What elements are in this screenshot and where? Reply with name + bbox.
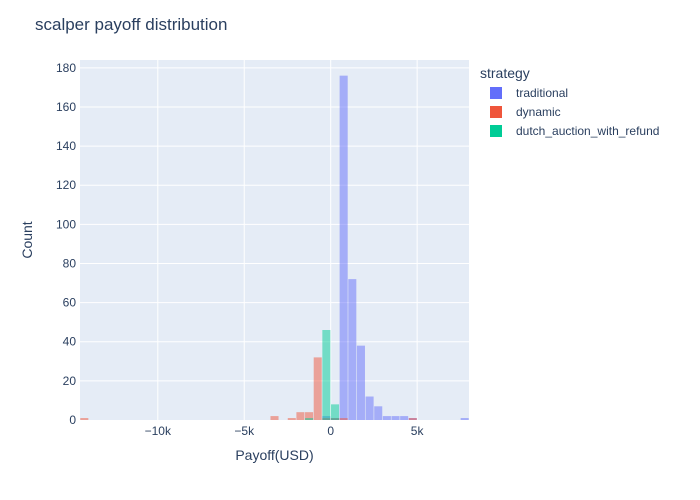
histogram-bar-traditional — [374, 406, 383, 420]
histogram-bars — [80, 75, 469, 421]
y-tick-label: 100 — [56, 217, 76, 231]
legend-title: strategy — [480, 65, 530, 81]
y-tick-label: 140 — [56, 139, 76, 153]
legend-label-traditional: traditional — [516, 86, 568, 100]
y-axis-ticks: 0 20 40 60 80 100 120 140 160 180 — [56, 61, 76, 427]
histogram-bar-traditional — [460, 418, 469, 420]
y-tick-label: 0 — [69, 413, 76, 427]
legend-swatch-dutch_auction_with_refund — [490, 125, 502, 137]
histogram-bar-dynamic — [80, 418, 89, 420]
histogram-bar-dynamic — [313, 357, 322, 420]
y-tick-label: 120 — [56, 178, 76, 192]
y-tick-label: 40 — [63, 335, 77, 349]
histogram-bar-dynamic — [287, 418, 296, 420]
histogram-bar-traditional — [365, 396, 374, 420]
y-tick-label: 160 — [56, 100, 76, 114]
x-axis-title: Payoff(USD) — [235, 447, 313, 463]
legend-swatch-traditional — [490, 87, 502, 99]
histogram-bar-dynamic — [305, 412, 314, 420]
y-tick-label: 20 — [63, 374, 77, 388]
histogram-bar-dutch_auction_with_refund — [322, 330, 331, 420]
y-tick-label: 180 — [56, 61, 76, 75]
histogram-bar-traditional — [391, 416, 400, 420]
histogram-bar-dynamic — [270, 416, 279, 420]
gridlines — [80, 60, 469, 420]
y-axis-title: Count — [19, 221, 35, 258]
x-tick-label: 5k — [411, 424, 425, 438]
legend-items: traditional dynamic dutch_auction_with_ref… — [490, 86, 659, 138]
legend-swatch-dynamic — [490, 106, 502, 118]
legend: strategy traditional dynamic dutch_auction… — [480, 65, 659, 138]
histogram-bar-dynamic — [296, 412, 305, 420]
y-tick-label: 60 — [63, 296, 77, 310]
histogram-bar-traditional — [356, 345, 365, 420]
legend-label-dutch_auction_with_refund: dutch_auction_with_refund — [516, 124, 659, 138]
x-tick-label: −5k — [234, 424, 255, 438]
x-tick-label: −10k — [145, 424, 172, 438]
legend-label-dynamic: dynamic — [516, 105, 561, 119]
x-tick-label: 0 — [327, 424, 334, 438]
histogram-bar-dutch_auction_with_refund — [330, 404, 340, 420]
chart-title: scalper payoff distribution — [35, 15, 227, 34]
histogram-bar-traditional — [339, 75, 348, 421]
x-axis-ticks: −10k −5k 0 5k — [145, 424, 425, 438]
plot-background — [80, 60, 469, 420]
histogram-bar-dutch_auction_with_refund — [305, 418, 314, 420]
histogram-bar-dynamic — [408, 418, 417, 420]
y-tick-label: 80 — [63, 256, 77, 270]
histogram-bar-traditional — [382, 416, 391, 420]
histogram-bar-dynamic — [339, 418, 348, 420]
histogram-bar-traditional — [348, 279, 357, 420]
histogram-bar-traditional — [400, 416, 409, 420]
